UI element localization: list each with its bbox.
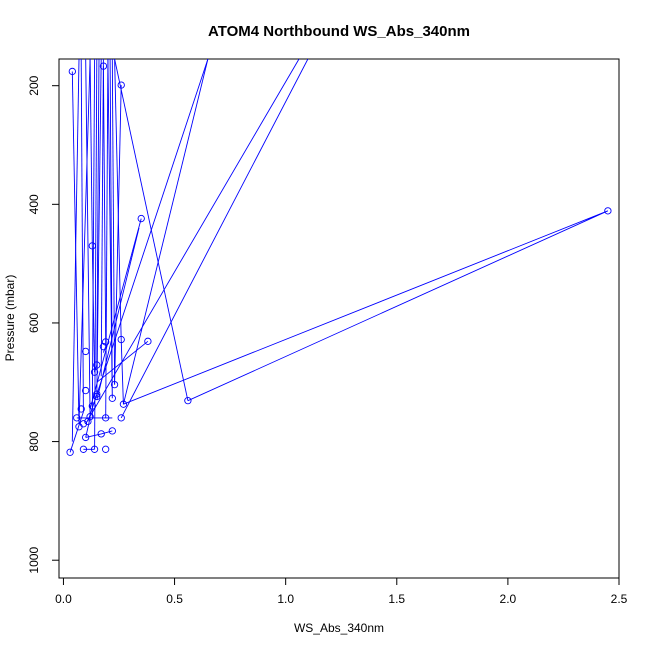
- x-axis: 0.0 0.5 1.0 1.5 2.0 2.5: [55, 578, 628, 606]
- data-point: [102, 414, 110, 422]
- data-point: [90, 368, 99, 376]
- series-line-segment: [120, 339, 124, 405]
- data-point: [117, 81, 125, 89]
- y-axis-label: Pressure (mbar): [3, 275, 17, 362]
- series-line-segment: [105, 59, 109, 418]
- data-point: [137, 214, 145, 223]
- data-point: [99, 343, 108, 351]
- series-points: [66, 62, 612, 456]
- x-tick-label: 2.0: [500, 592, 517, 606]
- series-line-segment: [85, 59, 91, 438]
- series-line-segment: [100, 59, 104, 377]
- data-point: [108, 394, 116, 402]
- data-point: [102, 445, 110, 453]
- x-tick-label: 2.5: [611, 592, 628, 606]
- series-line-segment: [85, 430, 113, 438]
- series-line-segment: [87, 59, 209, 422]
- data-point: [84, 417, 92, 426]
- series-line-segment: [96, 59, 102, 397]
- series-lines: [69, 59, 609, 453]
- data-point: [79, 445, 88, 453]
- series-line-segment: [91, 245, 96, 373]
- y-axis: 200 400 600 800 1000: [27, 75, 59, 574]
- x-axis-label: WS_Abs_340nm: [294, 621, 384, 635]
- series-line-segment: [91, 59, 96, 418]
- data-point: [604, 207, 612, 215]
- series-line-segment: [96, 227, 140, 401]
- data-point: [108, 427, 116, 435]
- x-tick-label: 0.0: [55, 592, 72, 606]
- plot-frame: [58, 58, 620, 579]
- data-point: [117, 335, 125, 344]
- y-tick-label: 1000: [27, 547, 41, 574]
- data-point: [93, 390, 101, 398]
- data-point: [99, 62, 108, 70]
- y-tick-label: 200: [27, 75, 41, 95]
- data-point: [82, 433, 90, 442]
- data-point: [93, 361, 101, 369]
- data-point: [88, 402, 96, 410]
- data-point: [144, 337, 152, 345]
- series-line-segment: [80, 59, 84, 412]
- data-point: [97, 430, 105, 438]
- data-point: [86, 413, 94, 421]
- data-point: [68, 67, 76, 76]
- series-line-segment: [114, 85, 122, 385]
- data-point: [184, 397, 192, 405]
- series-line-segment: [71, 59, 80, 442]
- series-line-segment: [122, 59, 209, 405]
- y-tick-label: 800: [27, 431, 41, 451]
- data-point: [90, 445, 99, 453]
- x-tick-label: 1.5: [388, 592, 405, 606]
- series-line-segment: [78, 59, 91, 424]
- data-point: [73, 414, 81, 422]
- series-line-segment: [89, 218, 142, 410]
- series-line-segment: [89, 59, 93, 246]
- series-line-segment: [94, 59, 98, 450]
- data-point: [117, 414, 125, 422]
- data-point: [102, 338, 110, 346]
- data-point: [79, 420, 88, 428]
- series-line-segment: [69, 411, 84, 453]
- chart-title: ATOM4 Northbound WS_Abs_340nm: [208, 23, 470, 40]
- series-line-segment: [107, 59, 113, 399]
- x-tick-label: 0.5: [166, 592, 183, 606]
- data-point: [77, 405, 85, 413]
- y-tick-label: 600: [27, 313, 41, 333]
- data-point: [66, 448, 74, 456]
- series-line-segment: [102, 66, 107, 353]
- data-point: [88, 242, 96, 250]
- series-line-segment: [123, 210, 609, 405]
- y-tick-label: 400: [27, 194, 41, 214]
- data-point: [93, 392, 101, 401]
- data-point: [119, 400, 128, 408]
- series-line-segment: [96, 340, 149, 383]
- series-line-segment: [120, 59, 309, 419]
- x-tick-label: 1.0: [277, 592, 294, 606]
- data-point: [82, 347, 90, 356]
- data-point: [82, 386, 90, 395]
- series-line-segment: [114, 59, 122, 340]
- data-point: [110, 380, 119, 389]
